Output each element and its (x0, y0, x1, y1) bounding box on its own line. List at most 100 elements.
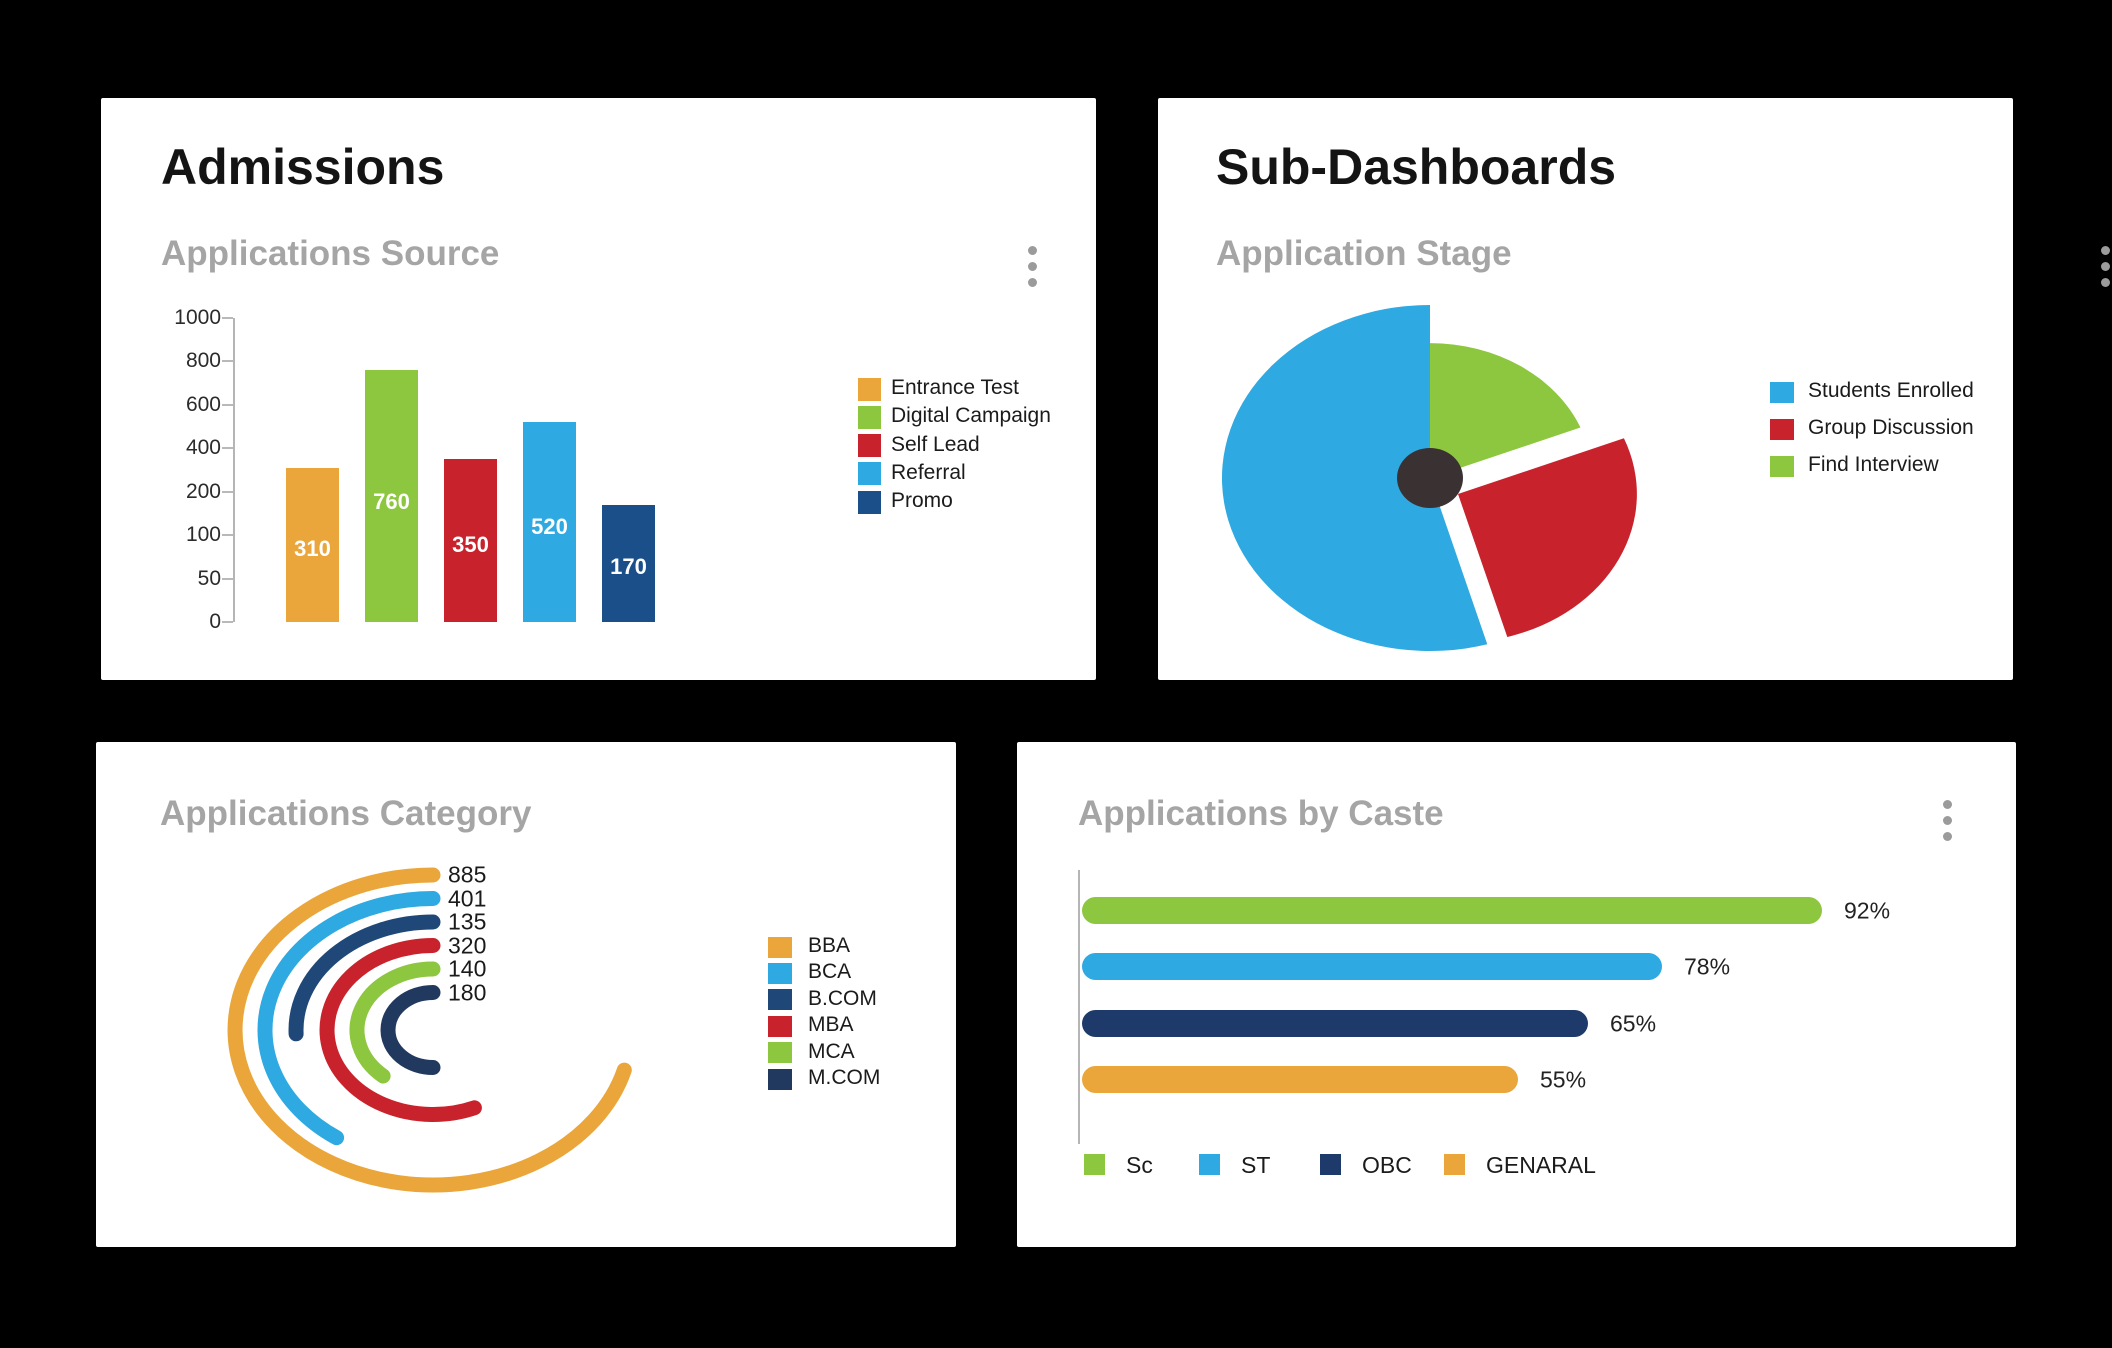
legend-item-bba[interactable]: BBA (768, 934, 1028, 958)
legend-swatch-mca (768, 1042, 792, 1064)
kebab-menu-icon[interactable] (1026, 246, 1038, 294)
bar-referral[interactable] (523, 422, 576, 622)
radial-ring-b-com[interactable] (288, 914, 441, 1042)
bar-self-lead[interactable] (444, 459, 497, 622)
radial-value-label: 885 (448, 861, 487, 888)
y-tick-label: 200 (185, 479, 221, 503)
hbar-sc[interactable] (1082, 897, 1822, 924)
bar-digital-campaign[interactable] (365, 370, 418, 622)
legend-item-mba[interactable]: MBA (768, 1013, 1028, 1037)
radial-ring-mca[interactable] (349, 961, 441, 1084)
y-tick-mark (222, 534, 233, 537)
bar-promo[interactable] (602, 505, 655, 622)
legend-item-m-com[interactable]: M.COM (768, 1066, 1028, 1090)
y-tick-label: 800 (185, 349, 221, 373)
chart-title-applications-by-caste: Applications by Caste (1078, 794, 1444, 833)
bar-chart-y-axis (233, 318, 235, 622)
legend-item-obc[interactable]: OBC (1320, 1152, 1430, 1178)
pie-slice-students-enrolled[interactable] (1221, 305, 1488, 651)
legend-item-promo[interactable]: Promo (858, 489, 1118, 514)
legend-label: ST (1241, 1152, 1271, 1178)
legend-swatch-genaral (1444, 1154, 1465, 1175)
y-tick-mark (222, 403, 233, 406)
legend-swatch-obc (1320, 1154, 1341, 1175)
pie-slice-find-interview[interactable] (1430, 343, 1581, 478)
legend-label: OBC (1362, 1152, 1412, 1178)
y-tick-mark (222, 490, 233, 493)
panel-admissions: Admissions Applications Source 1000 800 60… (101, 98, 1096, 680)
legend-swatch-bba (768, 936, 792, 958)
radial-value-label: 180 (448, 979, 487, 1005)
hbar-value-label: 65% (1610, 1010, 1657, 1037)
y-tick-mark (222, 447, 233, 450)
y-tick-label: 400 (185, 436, 221, 460)
y-tick-mark (222, 621, 233, 623)
legend-item-referral[interactable]: Referral (858, 460, 1118, 486)
legend-label: M.COM (808, 1066, 881, 1089)
y-tick-label: 0 (209, 610, 221, 633)
legend-label: Promo (891, 489, 953, 513)
hbar-st[interactable] (1082, 953, 1662, 980)
y-tick-label: 50 (197, 566, 221, 590)
hbar-obc[interactable] (1082, 1010, 1588, 1037)
pie-slice-group-discussion[interactable] (1458, 438, 1637, 637)
legend-label: Students Enrolled (1808, 379, 1974, 402)
radial-ring-m-com[interactable] (380, 985, 441, 1075)
legend-swatch-bca (768, 962, 792, 984)
legend-swatch-find-interview (1770, 455, 1794, 477)
bar-value-label: 760 (373, 489, 410, 515)
legend-label: Find Interview (1808, 453, 1939, 476)
panel-applications-category: Applications Category 885 401 135 320 140 180… (96, 742, 956, 1247)
legend-item-sc[interactable]: Sc (1084, 1152, 1194, 1178)
legend-item-find-interview[interactable]: Find Interview (1770, 453, 2030, 477)
legend-swatch-promo (858, 490, 881, 514)
bar-value-label: 520 (531, 514, 568, 539)
legend-label: Sc (1126, 1152, 1153, 1178)
caste-chart-axis (1078, 870, 1080, 1144)
legend-item-digital-campaign[interactable]: Digital Campaign (858, 404, 1118, 429)
legend-item-bca[interactable]: BCA (768, 960, 1028, 984)
hbar-value-label: 78% (1684, 953, 1731, 980)
legend-label: MCA (808, 1039, 855, 1063)
legend-label: BBA (808, 934, 851, 957)
legend-item-entrance-test[interactable]: Entrance Test (858, 376, 1118, 401)
legend-item-self-lead[interactable]: Self Lead (858, 432, 1118, 458)
chart-title-applications-category: Applications Category (160, 794, 532, 833)
legend-swatch-self-lead (858, 434, 881, 458)
radial-value-label: 140 (448, 955, 487, 982)
legend-item-b-com[interactable]: B.COM (768, 986, 1028, 1011)
y-tick-mark (222, 317, 233, 319)
legend-swatch-sc (1084, 1154, 1105, 1175)
bar-value-label: 310 (294, 536, 331, 562)
legend-label: Referral (891, 460, 966, 484)
radial-ring-mba[interactable] (319, 938, 482, 1122)
y-tick-label: 1000 (174, 306, 221, 329)
y-tick-mark (222, 577, 233, 580)
legend-swatch-digital-campaign (858, 405, 881, 429)
hbar-value-label: 55% (1540, 1066, 1587, 1093)
kebab-menu-icon[interactable] (1941, 800, 1953, 848)
legend-label: Self Lead (891, 432, 980, 456)
legend-label: Group Discussion (1808, 416, 1974, 439)
legend-swatch-mba (768, 1015, 792, 1037)
radial-ring-bca[interactable] (257, 891, 441, 1146)
hbar-genaral[interactable] (1082, 1066, 1518, 1093)
legend-swatch-m-com (768, 1068, 792, 1090)
legend-label: GENARAL (1486, 1152, 1596, 1178)
legend-item-students-enrolled[interactable]: Students Enrolled (1770, 379, 2030, 403)
kebab-menu-icon[interactable] (2099, 246, 2111, 294)
chart-title-application-stage: Application Stage (1216, 234, 1512, 273)
panel-sub-dashboards: Sub-Dashboards Application Stage Student… (1158, 98, 2110, 680)
y-tick-label: 100 (185, 523, 221, 547)
legend-item-st[interactable]: ST (1199, 1152, 1309, 1178)
legend-item-mca[interactable]: MCA (768, 1039, 1028, 1064)
legend-label: B.COM (808, 986, 877, 1010)
bar-entrance-test[interactable] (286, 468, 339, 622)
page-title: Admissions (161, 139, 445, 195)
bar-value-label: 170 (610, 553, 647, 579)
legend-item-group-discussion[interactable]: Group Discussion (1770, 416, 2030, 440)
chart-title-applications-source: Applications Source (161, 234, 500, 273)
legend-item-genaral[interactable]: GENARAL (1444, 1152, 1596, 1178)
radial-ring-bba[interactable] (227, 867, 632, 1193)
legend-swatch-entrance-test (858, 377, 881, 401)
